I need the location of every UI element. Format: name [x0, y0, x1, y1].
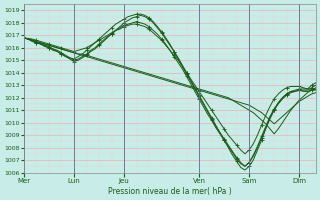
X-axis label: Pression niveau de la mer( hPa ): Pression niveau de la mer( hPa ): [108, 187, 232, 196]
